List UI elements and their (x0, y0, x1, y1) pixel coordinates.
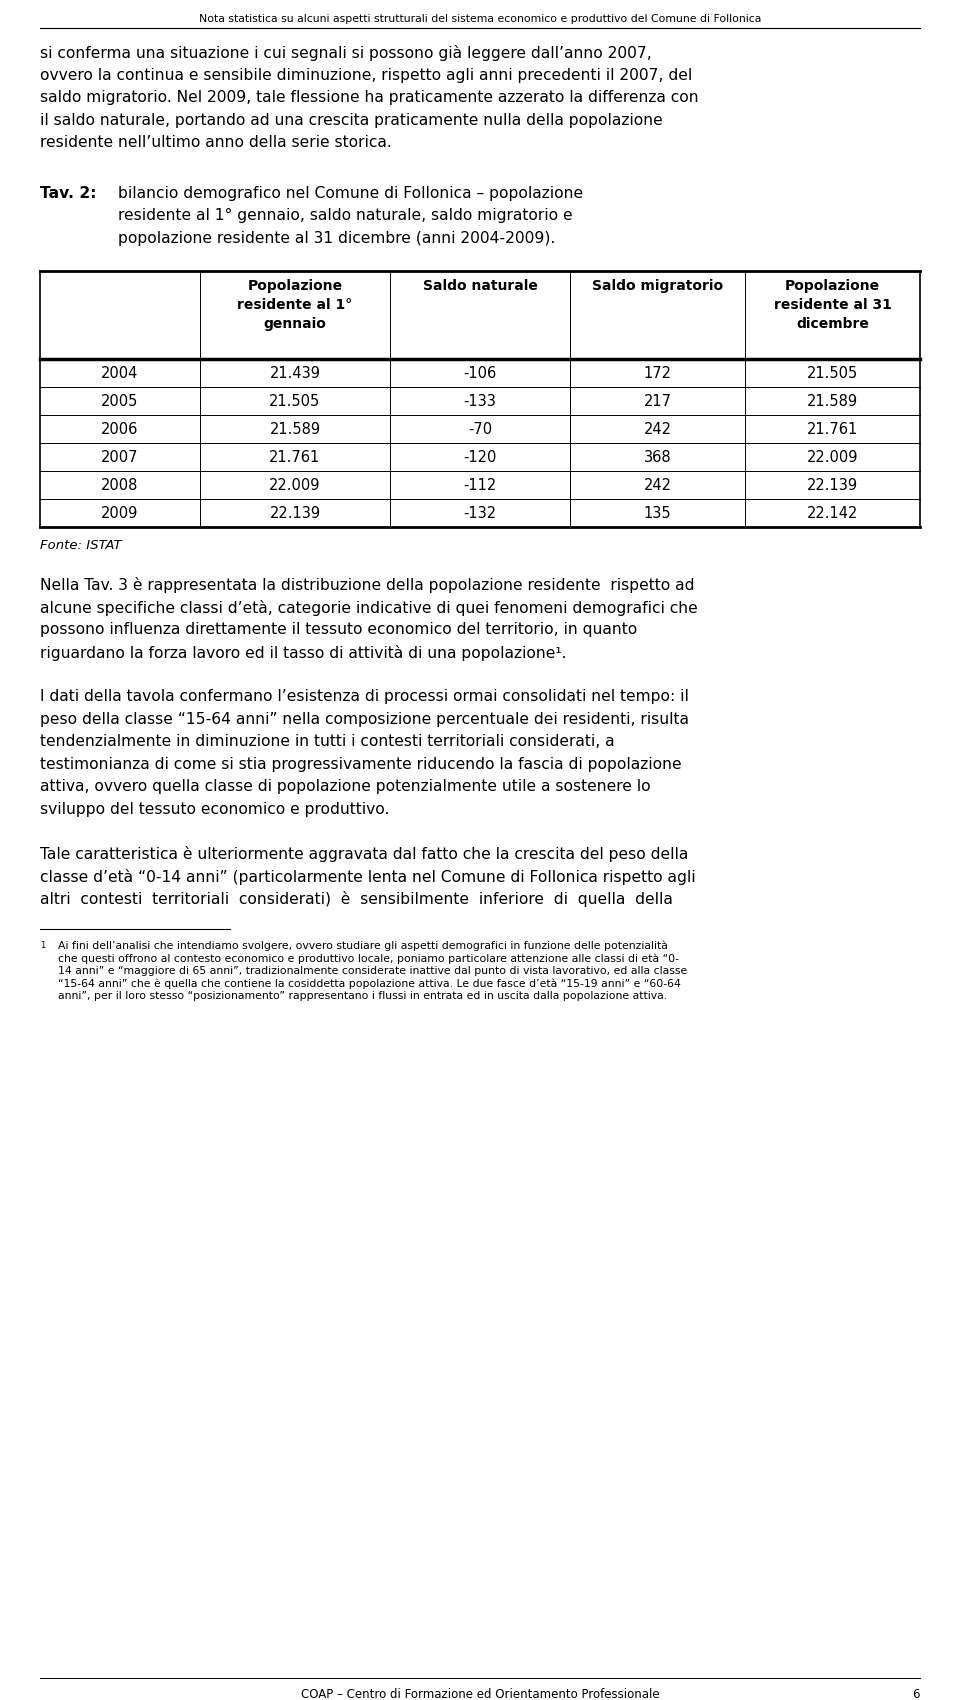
Text: alcune specifiche classi d’età, categorie indicative di quei fenomeni demografic: alcune specifiche classi d’età, categori… (40, 600, 698, 615)
Text: 217: 217 (643, 393, 671, 408)
Text: -120: -120 (464, 449, 496, 464)
Text: 242: 242 (643, 422, 671, 437)
Text: 2008: 2008 (102, 478, 138, 493)
Text: 22.142: 22.142 (806, 505, 858, 520)
Text: Nella Tav. 3 è rappresentata la distribuzione della popolazione residente  rispe: Nella Tav. 3 è rappresentata la distribu… (40, 576, 694, 593)
Text: che questi offrono al contesto economico e produttivo locale, poniamo particolar: che questi offrono al contesto economico… (58, 954, 679, 964)
Text: Saldo naturale: Saldo naturale (422, 279, 538, 292)
Text: -106: -106 (464, 366, 496, 381)
Text: Saldo migratorio: Saldo migratorio (592, 279, 723, 292)
Text: il saldo naturale, portando ad una crescita praticamente nulla della popolazione: il saldo naturale, portando ad una cresc… (40, 112, 662, 128)
Text: 2007: 2007 (101, 449, 139, 464)
Text: Fonte: ISTAT: Fonte: ISTAT (40, 539, 122, 552)
Text: 172: 172 (643, 366, 671, 381)
Text: Nota statistica su alcuni aspetti strutturali del sistema economico e produttivo: Nota statistica su alcuni aspetti strutt… (199, 14, 761, 24)
Text: residente al 1° gennaio, saldo naturale, saldo migratorio e: residente al 1° gennaio, saldo naturale,… (118, 207, 572, 223)
Text: 2005: 2005 (102, 393, 138, 408)
Text: attiva, ovvero quella classe di popolazione potenzialmente utile a sostenere lo: attiva, ovvero quella classe di popolazi… (40, 779, 651, 794)
Text: Ai fini dell’analisi che intendiamo svolgere, ovvero studiare gli aspetti demogr: Ai fini dell’analisi che intendiamo svol… (58, 940, 668, 950)
Text: popolazione residente al 31 dicembre (anni 2004-2009).: popolazione residente al 31 dicembre (an… (118, 231, 555, 245)
Text: bilancio demografico nel Comune di Follonica – popolazione: bilancio demografico nel Comune di Follo… (118, 185, 583, 201)
Text: 22.139: 22.139 (270, 505, 321, 520)
Text: 1: 1 (40, 940, 45, 950)
Text: ovvero la continua e sensibile diminuzione, rispetto agli anni precedenti il 200: ovvero la continua e sensibile diminuzio… (40, 68, 692, 83)
Text: si conferma una situazione i cui segnali si possono già leggere dall’anno 2007,: si conferma una situazione i cui segnali… (40, 44, 652, 61)
Text: altri  contesti  territoriali  considerati)  è  sensibilmente  inferiore  di  qu: altri contesti territoriali considerati)… (40, 891, 673, 908)
Text: 21.761: 21.761 (270, 449, 321, 464)
Text: 242: 242 (643, 478, 671, 493)
Text: tendenzialmente in diminuzione in tutti i contesti territoriali considerati, a: tendenzialmente in diminuzione in tutti … (40, 734, 614, 750)
Text: Popolazione
residente al 1°
gennaio: Popolazione residente al 1° gennaio (237, 279, 352, 332)
Text: -132: -132 (464, 505, 496, 520)
Text: 21.505: 21.505 (806, 366, 858, 381)
Text: testimonianza di come si stia progressivamente riducendo la fascia di popolazion: testimonianza di come si stia progressiv… (40, 756, 682, 772)
Text: 22.009: 22.009 (806, 449, 858, 464)
Text: riguardano la forza lavoro ed il tasso di attività di una popolazione¹.: riguardano la forza lavoro ed il tasso d… (40, 644, 566, 661)
Text: -70: -70 (468, 422, 492, 437)
Text: 2004: 2004 (102, 366, 138, 381)
Text: 2006: 2006 (102, 422, 138, 437)
Text: 21.505: 21.505 (270, 393, 321, 408)
Text: “15-64 anni” che è quella che contiene la cosiddetta popolazione attiva. Le due : “15-64 anni” che è quella che contiene l… (58, 977, 681, 988)
Text: residente nell’ultimo anno della serie storica.: residente nell’ultimo anno della serie s… (40, 134, 392, 150)
Text: COAP – Centro di Formazione ed Orientamento Professionale: COAP – Centro di Formazione ed Orientame… (300, 1688, 660, 1700)
Text: sviluppo del tessuto economico e produttivo.: sviluppo del tessuto economico e produtt… (40, 801, 390, 816)
Text: Tav. 2:: Tav. 2: (40, 185, 97, 201)
Text: Tale caratteristica è ulteriormente aggravata dal fatto che la crescita del peso: Tale caratteristica è ulteriormente aggr… (40, 847, 688, 862)
Text: saldo migratorio. Nel 2009, tale flessione ha praticamente azzerato la differenz: saldo migratorio. Nel 2009, tale flessio… (40, 90, 699, 105)
Text: 21.761: 21.761 (806, 422, 858, 437)
Text: 2009: 2009 (102, 505, 138, 520)
Text: -133: -133 (464, 393, 496, 408)
Text: peso della classe “15-64 anni” nella composizione percentuale dei residenti, ris: peso della classe “15-64 anni” nella com… (40, 712, 689, 726)
Text: classe d’età “0-14 anni” (particolarmente lenta nel Comune di Follonica rispetto: classe d’età “0-14 anni” (particolarment… (40, 869, 696, 884)
Text: 22.009: 22.009 (269, 478, 321, 493)
Text: 135: 135 (644, 505, 671, 520)
Text: I dati della tavola confermano l’esistenza di processi ormai consolidati nel tem: I dati della tavola confermano l’esisten… (40, 688, 689, 704)
Text: 368: 368 (644, 449, 671, 464)
Text: -112: -112 (464, 478, 496, 493)
Text: 21.589: 21.589 (807, 393, 858, 408)
Text: anni”, per il loro stesso “posizionamento” rappresentano i flussi in entrata ed : anni”, per il loro stesso “posizionament… (58, 991, 667, 1001)
Text: 6: 6 (913, 1688, 920, 1700)
Text: Popolazione
residente al 31
dicembre: Popolazione residente al 31 dicembre (774, 279, 892, 332)
Text: 14 anni” e “maggiore di 65 anni”, tradizionalmente considerate inattive dal punt: 14 anni” e “maggiore di 65 anni”, tradiz… (58, 966, 687, 976)
Text: 21.589: 21.589 (270, 422, 321, 437)
Text: possono influenza direttamente il tessuto economico del territorio, in quanto: possono influenza direttamente il tessut… (40, 622, 637, 638)
Text: 22.139: 22.139 (807, 478, 858, 493)
Text: 21.439: 21.439 (270, 366, 321, 381)
